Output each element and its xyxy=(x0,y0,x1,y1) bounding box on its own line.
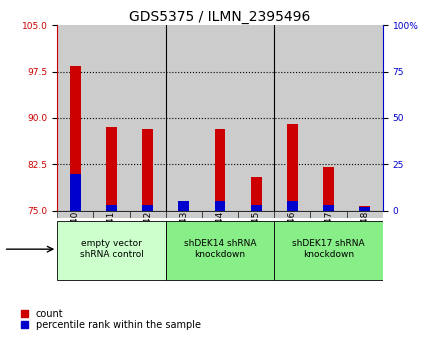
Bar xyxy=(251,177,262,211)
Text: shDEK17 shRNA
knockdown: shDEK17 shRNA knockdown xyxy=(292,240,365,259)
Text: empty vector
shRNA control: empty vector shRNA control xyxy=(80,240,143,259)
Bar xyxy=(106,205,117,211)
Bar xyxy=(129,25,166,211)
FancyBboxPatch shape xyxy=(57,211,93,218)
Title: GDS5375 / ILMN_2395496: GDS5375 / ILMN_2395496 xyxy=(129,11,311,24)
Text: GSM1486442: GSM1486442 xyxy=(143,211,152,271)
FancyBboxPatch shape xyxy=(166,221,274,280)
FancyBboxPatch shape xyxy=(274,221,383,280)
Bar xyxy=(311,25,347,211)
Bar xyxy=(287,201,298,211)
Bar xyxy=(70,66,81,211)
Bar xyxy=(202,25,238,211)
Bar xyxy=(142,129,153,211)
Text: GSM1486448: GSM1486448 xyxy=(360,211,369,271)
Text: shDEK14 shRNA
knockdown: shDEK14 shRNA knockdown xyxy=(184,240,256,259)
Bar xyxy=(359,207,370,211)
Bar xyxy=(215,129,225,211)
Bar xyxy=(323,205,334,211)
FancyBboxPatch shape xyxy=(93,211,129,218)
Bar xyxy=(215,201,225,211)
Bar xyxy=(251,205,262,211)
Bar xyxy=(178,205,189,211)
FancyBboxPatch shape xyxy=(129,211,166,218)
Bar xyxy=(70,174,81,211)
Bar xyxy=(287,124,298,211)
Text: GSM1486443: GSM1486443 xyxy=(180,211,188,271)
Text: GSM1486444: GSM1486444 xyxy=(216,211,224,271)
Bar xyxy=(359,205,370,211)
Bar xyxy=(142,205,153,211)
FancyBboxPatch shape xyxy=(57,221,166,280)
FancyBboxPatch shape xyxy=(311,211,347,218)
FancyBboxPatch shape xyxy=(347,211,383,218)
FancyBboxPatch shape xyxy=(202,211,238,218)
Text: GSM1486446: GSM1486446 xyxy=(288,211,297,271)
Bar xyxy=(106,127,117,211)
Bar xyxy=(274,25,311,211)
FancyBboxPatch shape xyxy=(274,211,311,218)
Text: GSM1486447: GSM1486447 xyxy=(324,211,333,271)
FancyBboxPatch shape xyxy=(166,211,202,218)
Bar xyxy=(238,25,274,211)
Text: GSM1486441: GSM1486441 xyxy=(107,211,116,271)
Text: GSM1486445: GSM1486445 xyxy=(252,211,260,271)
FancyBboxPatch shape xyxy=(238,211,274,218)
Text: GSM1486440: GSM1486440 xyxy=(71,211,80,271)
Bar xyxy=(57,25,93,211)
Legend: count, percentile rank within the sample: count, percentile rank within the sample xyxy=(22,309,201,330)
Bar xyxy=(323,167,334,211)
Bar xyxy=(347,25,383,211)
Bar xyxy=(166,25,202,211)
Bar xyxy=(93,25,129,211)
Bar xyxy=(178,201,189,211)
